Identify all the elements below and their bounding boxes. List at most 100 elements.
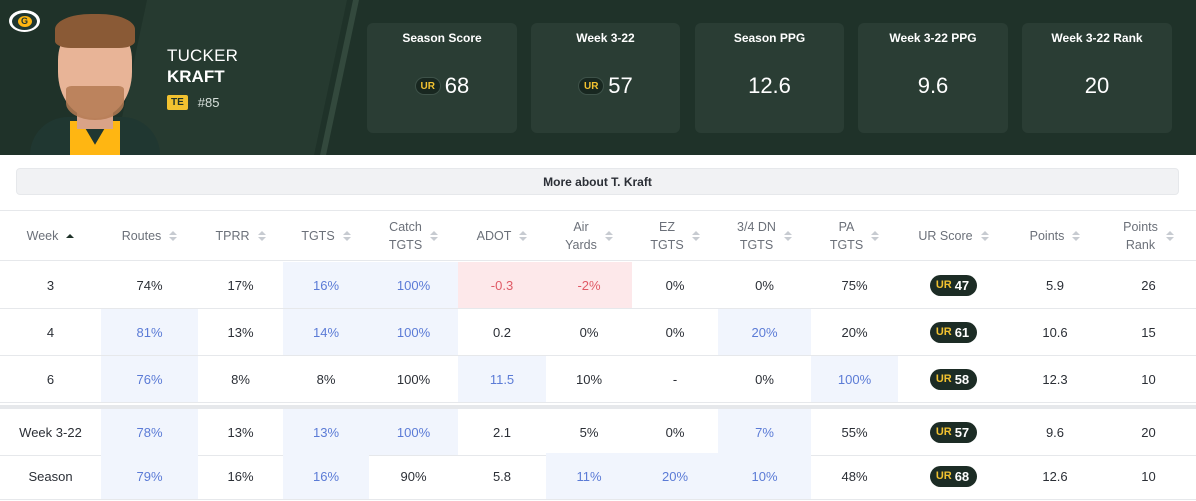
column-header-line: PA: [838, 220, 855, 234]
stat-card-label: Week 3-22: [576, 31, 635, 45]
cell-value: 15: [1141, 324, 1156, 340]
table-cell: 76%: [101, 356, 198, 402]
table-cell: UR 61: [898, 309, 1009, 355]
table-cell: 5.9: [1009, 262, 1101, 308]
table-cell: 0%: [632, 262, 718, 308]
cell-value: 2.1: [492, 424, 512, 440]
table-cell: 79%: [101, 453, 198, 499]
sort-icon[interactable]: [519, 231, 528, 241]
sort-icon[interactable]: [1165, 231, 1174, 241]
cell-value: 13%: [227, 424, 254, 440]
cell-value: 5%: [579, 424, 599, 440]
ur-logo-icon: UR: [935, 373, 952, 385]
column-header-adot[interactable]: ADOT: [458, 211, 546, 261]
table-cell: 10%: [546, 356, 632, 402]
stat-card: Week 3-22 PPG 9.6: [858, 23, 1008, 133]
ur-score-badge: UR 61: [929, 321, 978, 343]
sort-icon[interactable]: [604, 231, 613, 241]
player-first-name: TUCKER: [167, 46, 239, 65]
column-header-line: Points: [1029, 229, 1065, 243]
column-header-tprr[interactable]: TPRR: [198, 211, 283, 261]
table-cell: 4: [0, 309, 101, 355]
table-cell: 10%: [718, 453, 811, 499]
sort-icon[interactable]: [430, 231, 439, 241]
cell-value: 8%: [316, 371, 336, 387]
cell-value: 11%: [576, 468, 602, 484]
sort-icon[interactable]: [871, 231, 880, 241]
sort-icon[interactable]: [783, 231, 792, 241]
column-header-points[interactable]: Points: [1009, 211, 1101, 261]
column-header-pa-tgts[interactable]: PA TGTS: [811, 211, 898, 261]
table-cell: 11.5: [458, 356, 546, 402]
column-header-air-yards[interactable]: Air Yards: [546, 211, 632, 261]
column-header-line: Week: [26, 229, 59, 243]
ur-logo-icon: UR: [414, 77, 441, 95]
table-row: 3 74% 17% 16% 100% -0.3 -2% 0% 0% 75% UR 47 5.9 26: [0, 262, 1196, 309]
sort-icon[interactable]: [169, 231, 178, 241]
table-cell: UR 57: [898, 409, 1009, 455]
table-cell: 17%: [198, 262, 283, 308]
column-header-week[interactable]: Week: [0, 211, 101, 261]
sort-icon[interactable]: [66, 234, 75, 238]
column-header-label: Points Rank: [1123, 218, 1158, 254]
column-header-label: Catch TGTS: [389, 218, 422, 254]
column-header-label: TGTS: [301, 227, 334, 245]
table-cell: 20%: [718, 309, 811, 355]
cell-value: 12.6: [1042, 468, 1068, 484]
sort-icon[interactable]: [691, 231, 700, 241]
column-header-label: Routes: [122, 227, 162, 245]
stat-card: Season Score UR 68: [367, 23, 517, 133]
table-cell: 12.3: [1009, 356, 1101, 402]
stat-card-number: 68: [444, 73, 470, 98]
sort-icon[interactable]: [342, 231, 351, 241]
cell-value: 0%: [579, 324, 599, 340]
sort-icon[interactable]: [257, 231, 266, 241]
table-cell: 10: [1101, 356, 1196, 402]
more-about-button[interactable]: More about T. Kraft: [16, 168, 1179, 195]
table-cell: -: [632, 356, 718, 402]
table-cell: UR 58: [898, 356, 1009, 402]
column-header-tgts[interactable]: TGTS: [283, 211, 369, 261]
sort-icon[interactable]: [980, 231, 989, 241]
table-cell: 16%: [283, 262, 369, 308]
cell-value: 17%: [227, 277, 254, 293]
column-header-routes[interactable]: Routes: [101, 211, 198, 261]
stat-card-value: 20: [1022, 73, 1172, 99]
cell-value: 4: [46, 324, 55, 340]
column-header-3-4-dn-tgts[interactable]: 3/4 DN TGTS: [718, 211, 811, 261]
column-header-line: TGTS: [650, 238, 684, 252]
table-cell: 5.8: [458, 453, 546, 499]
cell-value: 3: [46, 277, 55, 293]
table-cell: 0%: [632, 309, 718, 355]
column-header-catch-tgts[interactable]: Catch TGTS: [369, 211, 458, 261]
ur-score-badge: UR 47: [929, 274, 978, 296]
table-cell: 81%: [101, 309, 198, 355]
cell-value: 90%: [400, 468, 427, 484]
team-logo-letter: G: [17, 15, 32, 27]
cell-value: 10%: [751, 468, 778, 484]
ur-logo-icon: UR: [935, 470, 952, 482]
column-header-line: Routes: [121, 229, 162, 243]
sort-icon[interactable]: [1072, 231, 1081, 241]
ur-logo-icon: UR: [935, 279, 952, 291]
ur-score-value: 57: [954, 424, 970, 440]
cell-value: 20%: [841, 324, 868, 340]
jersey-number: #85: [197, 95, 220, 110]
ur-score-badge: UR 57: [929, 421, 978, 443]
ur-score-badge: UR 58: [929, 368, 978, 390]
column-header-line: TGTS: [388, 238, 423, 252]
column-header-ez-tgts[interactable]: EZ TGTS: [632, 211, 718, 261]
cell-value: 48%: [841, 468, 868, 484]
ur-score-value: 47: [954, 277, 970, 293]
cell-value: 0%: [665, 277, 685, 293]
column-header-line: Air: [573, 220, 589, 234]
stat-card: Week 3-22 UR 57: [531, 23, 680, 133]
column-header-points-rank[interactable]: Points Rank: [1101, 211, 1196, 261]
cell-value: 26: [1141, 277, 1156, 293]
table-cell: 20%: [811, 309, 898, 355]
cell-value: 5.9: [1045, 277, 1065, 293]
column-header-ur-score[interactable]: UR Score: [898, 211, 1009, 261]
column-header-line: Rank: [1125, 238, 1156, 252]
column-header-line: UR Score: [918, 229, 973, 243]
team-logo-icon[interactable]: G: [9, 10, 40, 32]
